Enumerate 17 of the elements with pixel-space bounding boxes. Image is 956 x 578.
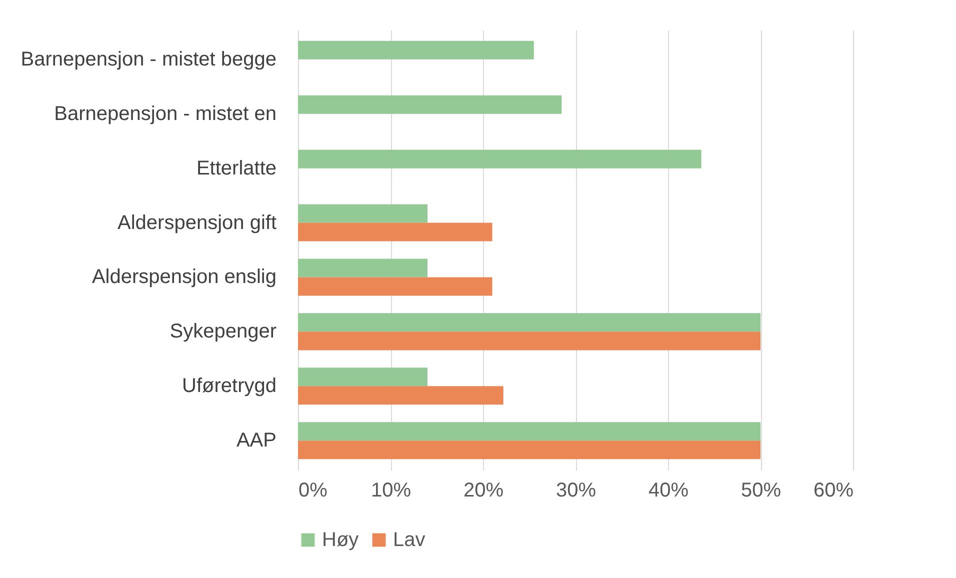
y-tick-label: Alderspensjon gift [118, 212, 277, 234]
y-tick-label: Etterlatte [196, 157, 276, 180]
y-tick-label: Uføretrygd [182, 375, 276, 398]
x-tick-label: 20% [463, 480, 504, 502]
y-tick-label: Sykepenger [170, 320, 277, 343]
x-tick-label: 30% [556, 480, 596, 502]
x-tick-label: 0% [298, 480, 328, 502]
legend-label: Høy [322, 529, 359, 551]
y-tick-label: Barnepensjon - mistet begge [20, 48, 276, 70]
x-tick-label: 10% [370, 480, 412, 502]
y-tick-label: Barnepensjon - mistet en [54, 102, 276, 125]
y-tick-label: AAP [236, 430, 276, 452]
x-tick-label: 50% [740, 480, 782, 502]
y-tick-label: Alderspensjon enslig [92, 266, 276, 288]
x-tick-label: 60% [813, 480, 854, 502]
x-tick-label: 40% [648, 480, 689, 502]
legend-label: Lav [393, 529, 426, 551]
